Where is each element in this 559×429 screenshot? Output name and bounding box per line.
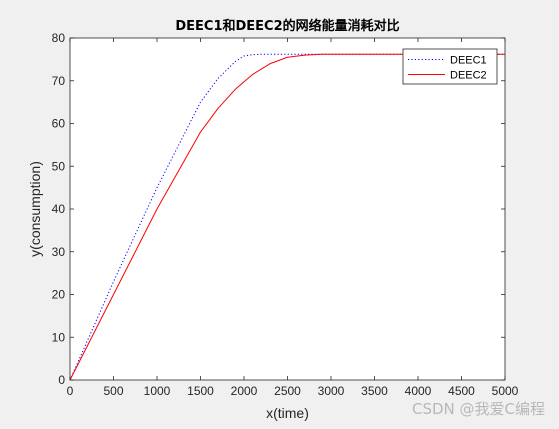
x-tick-label: 4000 [405, 384, 432, 398]
x-tick-label: 4500 [448, 384, 475, 398]
y-tick-label: 20 [52, 288, 66, 302]
y-tick-label: 60 [52, 117, 66, 131]
y-tick-label: 30 [52, 245, 66, 259]
legend-label-deec2: DEEC2 [450, 70, 487, 82]
x-tick-label: 0 [67, 384, 74, 398]
x-tick-label: 3000 [318, 384, 345, 398]
y-tick-label: 10 [52, 330, 66, 344]
y-tick-label: 70 [52, 74, 66, 88]
y-axis-label: y(consumption) [27, 161, 43, 257]
y-tick-label: 50 [52, 159, 66, 173]
y-tick-label: 80 [52, 31, 66, 45]
watermark: CSDN @我爱C编程 [411, 400, 545, 418]
x-tick-label: 5000 [492, 384, 519, 398]
x-tick-label: 1500 [187, 384, 214, 398]
ticks-layer: 0 500 1000 1500 2000 2500 3000 3500 4000 4500 5000… [52, 31, 519, 398]
x-axis-label: x(time) [266, 405, 309, 421]
x-tick-label: 2500 [274, 384, 301, 398]
y-tick-label: 40 [52, 202, 66, 216]
plot-area [70, 38, 505, 380]
series-layer [69, 53, 505, 381]
y-tick-label: 0 [58, 373, 65, 387]
legend-label-deec1: DEEC1 [450, 55, 487, 67]
series-line-deec2 [69, 53, 505, 381]
x-tick-label: 2000 [231, 384, 258, 398]
legend-box [402, 48, 498, 85]
x-tick-label: 500 [103, 384, 123, 398]
x-tick-label: 3500 [361, 384, 388, 398]
legend: DEEC1 DEEC2 [402, 48, 498, 85]
x-tick-label: 1000 [144, 384, 171, 398]
chart-title: DEEC1和DEEC2的网络能量消耗对比 [175, 18, 399, 34]
